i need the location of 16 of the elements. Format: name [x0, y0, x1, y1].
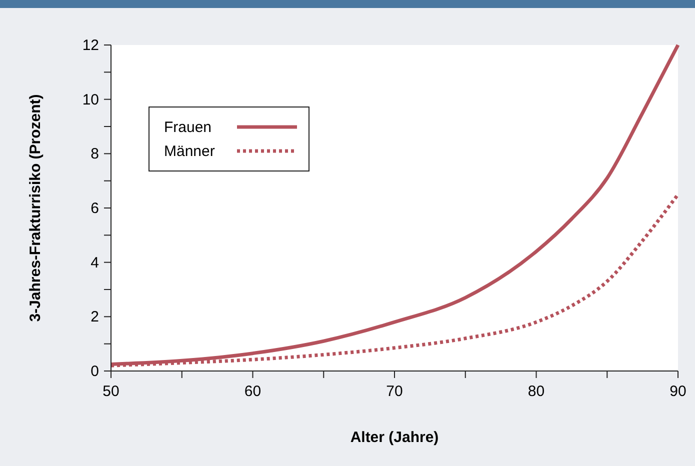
y-tick-label: 4: [90, 254, 99, 272]
x-tick-label: 80: [528, 383, 545, 400]
y-tick-label: 2: [90, 308, 99, 326]
legend-label: Männer: [164, 143, 215, 160]
y-tick-label: 12: [82, 37, 99, 54]
y-tick-label: 8: [90, 146, 99, 163]
legend-label: Frauen: [164, 119, 212, 136]
x-axis-title: Alter (Jahre): [350, 429, 439, 446]
y-tick-label: 0: [90, 363, 99, 380]
x-tick-label: 60: [244, 383, 262, 400]
x-tick-label: 90: [670, 383, 686, 400]
x-tick-label: 50: [102, 383, 120, 400]
y-axis-title: 3-Jahres-Frakturrisiko (Prozent): [27, 94, 44, 322]
x-tick-label: 70: [386, 383, 403, 400]
y-tick-label: 10: [82, 91, 99, 108]
y-tick-label: 6: [90, 200, 99, 217]
